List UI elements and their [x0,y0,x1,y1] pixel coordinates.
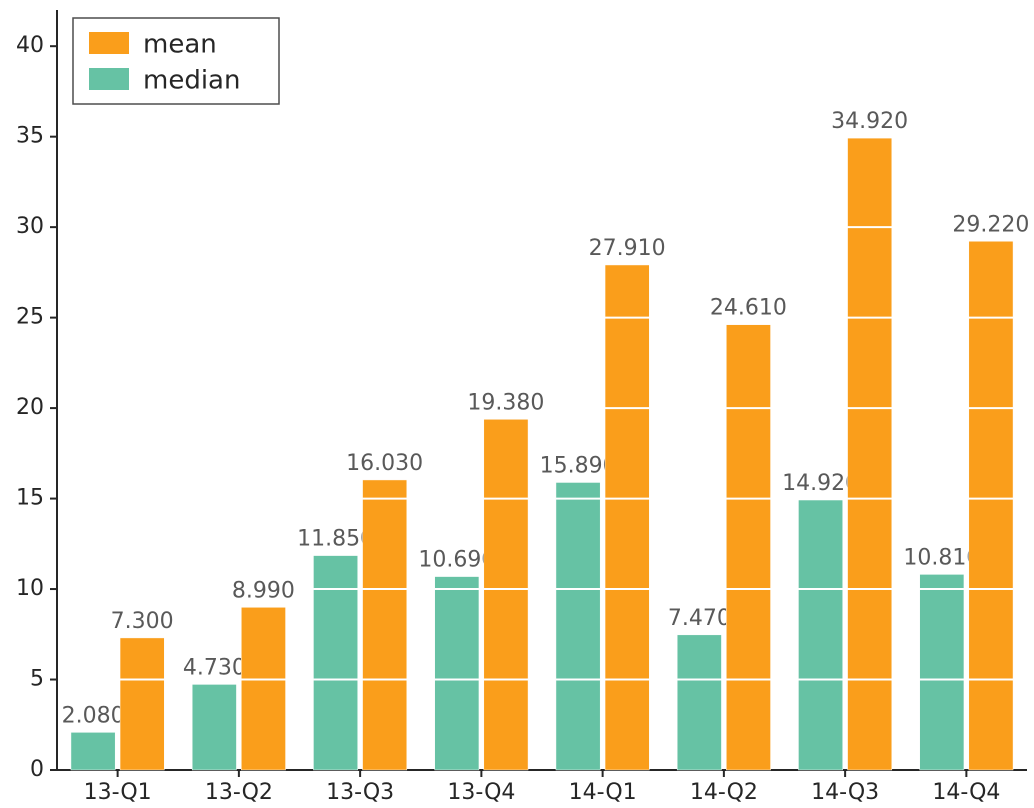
legend-swatch-median [89,68,129,90]
bar-value-label: 8.990 [232,578,295,603]
y-tick-label: 5 [30,667,44,692]
y-tick-label: 35 [16,124,44,149]
y-tick-label: 15 [16,486,44,511]
bar-mean [848,138,892,770]
x-tick-label: 14-Q3 [811,780,879,805]
y-tick-label: 25 [16,305,44,330]
bar-value-label: 34.920 [831,109,908,134]
bar-mean [120,638,164,770]
bar-value-label: 7.470 [668,606,731,631]
x-tick-label: 13-Q1 [84,780,152,805]
bar-value-label: 16.030 [346,451,423,476]
legend-swatch-mean [89,32,129,54]
bar-median [798,500,842,770]
y-tick-label: 30 [16,214,44,239]
bar-value-label: 7.300 [111,609,174,634]
bar-median [677,635,721,770]
bar-median [920,574,964,770]
bar-mean [726,325,770,770]
bar-mean [363,480,407,770]
bar-value-label: 2.080 [62,703,125,728]
y-tick-label: 0 [30,757,44,782]
bar-value-label: 19.380 [467,390,544,415]
bar-median [556,482,600,770]
y-tick-label: 20 [16,395,44,420]
bar-median [313,556,357,770]
bar-mean [969,241,1013,770]
legend-label-median: median [143,66,240,96]
bar-mean [605,265,649,770]
x-tick-label: 14-Q1 [569,780,637,805]
x-tick-label: 14-Q4 [932,780,1000,805]
y-tick-label: 40 [16,33,44,58]
bar-value-label: 27.910 [589,236,666,261]
bar-mean [241,607,285,770]
x-tick-label: 13-Q4 [447,780,515,805]
x-tick-label: 13-Q2 [205,780,273,805]
bar-mean [484,419,528,770]
legend: mean median [73,18,279,104]
x-tick-label: 13-Q3 [326,780,394,805]
grouped-bar-chart: 0 5 10 15 20 25 30 35 40 2.080 7.300 13-Q1 4.730 8.99… [0,0,1034,808]
bar-value-label: 24.610 [710,296,787,321]
bar-median [71,732,115,770]
bar-median [435,577,479,770]
bar-median [192,684,236,770]
bar-value-label: 29.220 [952,212,1029,237]
legend-label-mean: mean [143,30,217,60]
x-tick-label: 14-Q2 [690,780,758,805]
bar-value-label: 4.730 [183,655,246,680]
y-tick-label: 10 [16,576,44,601]
